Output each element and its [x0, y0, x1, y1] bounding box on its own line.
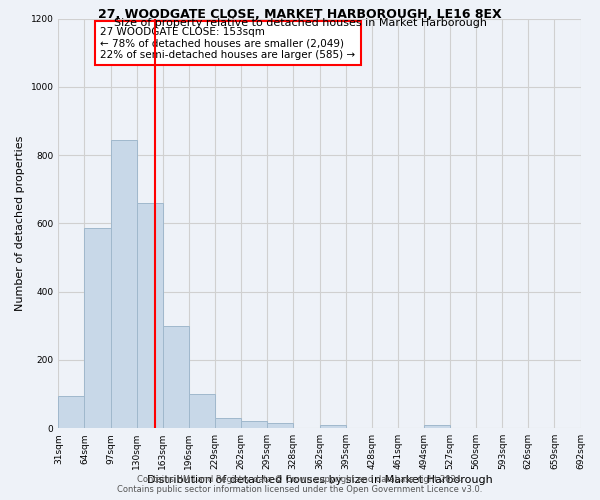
Text: 27 WOODGATE CLOSE: 153sqm
← 78% of detached houses are smaller (2,049)
22% of se: 27 WOODGATE CLOSE: 153sqm ← 78% of detac… — [100, 26, 355, 60]
Bar — [241, 422, 267, 428]
Bar — [85, 228, 110, 428]
Text: Contains HM Land Registry data © Crown copyright and database right 2024.
Contai: Contains HM Land Registry data © Crown c… — [118, 474, 482, 494]
Y-axis label: Number of detached properties: Number of detached properties — [15, 136, 25, 311]
X-axis label: Distribution of detached houses by size in Market Harborough: Distribution of detached houses by size … — [146, 475, 493, 485]
Bar — [215, 418, 241, 428]
Bar — [110, 140, 137, 428]
Bar — [137, 203, 163, 428]
Bar — [58, 396, 85, 428]
Bar — [189, 394, 215, 428]
Bar — [424, 425, 450, 428]
Bar — [267, 423, 293, 428]
Text: 27, WOODGATE CLOSE, MARKET HARBOROUGH, LE16 8EX: 27, WOODGATE CLOSE, MARKET HARBOROUGH, L… — [98, 8, 502, 20]
Bar — [320, 425, 346, 428]
Bar — [163, 326, 189, 428]
Text: Size of property relative to detached houses in Market Harborough: Size of property relative to detached ho… — [113, 18, 487, 28]
